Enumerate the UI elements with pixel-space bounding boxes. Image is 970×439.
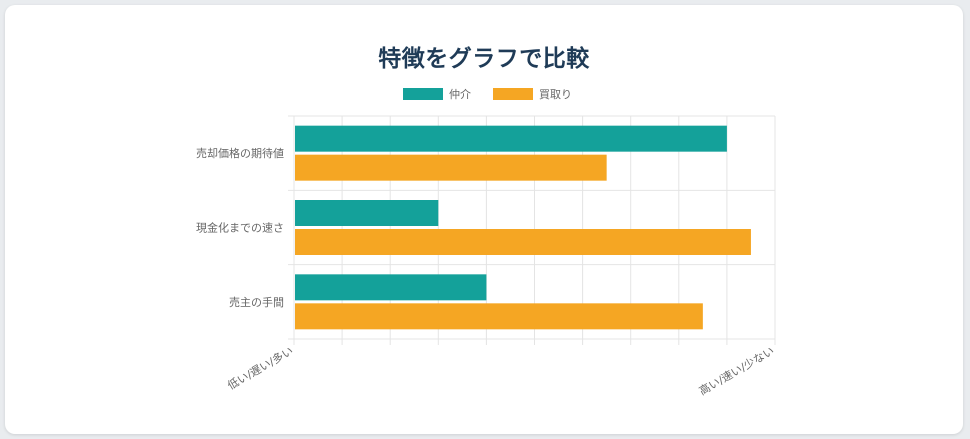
bar-series-b <box>295 303 703 330</box>
legend-label: 仲介 <box>449 87 471 101</box>
category-label: 売却価格の期待値 <box>196 146 284 160</box>
bar-series-a <box>295 200 439 226</box>
bar-series-a <box>295 125 727 152</box>
legend-swatch <box>403 88 443 100</box>
bar-series-b <box>295 154 607 181</box>
chart-title: 特徴をグラフで比較 <box>378 46 590 72</box>
x-tick-label: 高い/速い/少ない <box>696 343 776 397</box>
legend-swatch <box>493 88 533 100</box>
legend-label: 買取り <box>539 88 572 101</box>
bar-series-b <box>295 229 751 255</box>
category-label: 売主の手間 <box>229 295 284 309</box>
x-tick-label: 低い/遅い/多い <box>225 343 296 392</box>
chart-card: 特徴をグラフで比較 売却価格の期待値 現金化までの速さ売主の手間低い/遅い/多い 高… <box>5 5 963 434</box>
category-label: 現金化までの速さ <box>196 221 284 235</box>
bar-series-a <box>295 274 487 301</box>
